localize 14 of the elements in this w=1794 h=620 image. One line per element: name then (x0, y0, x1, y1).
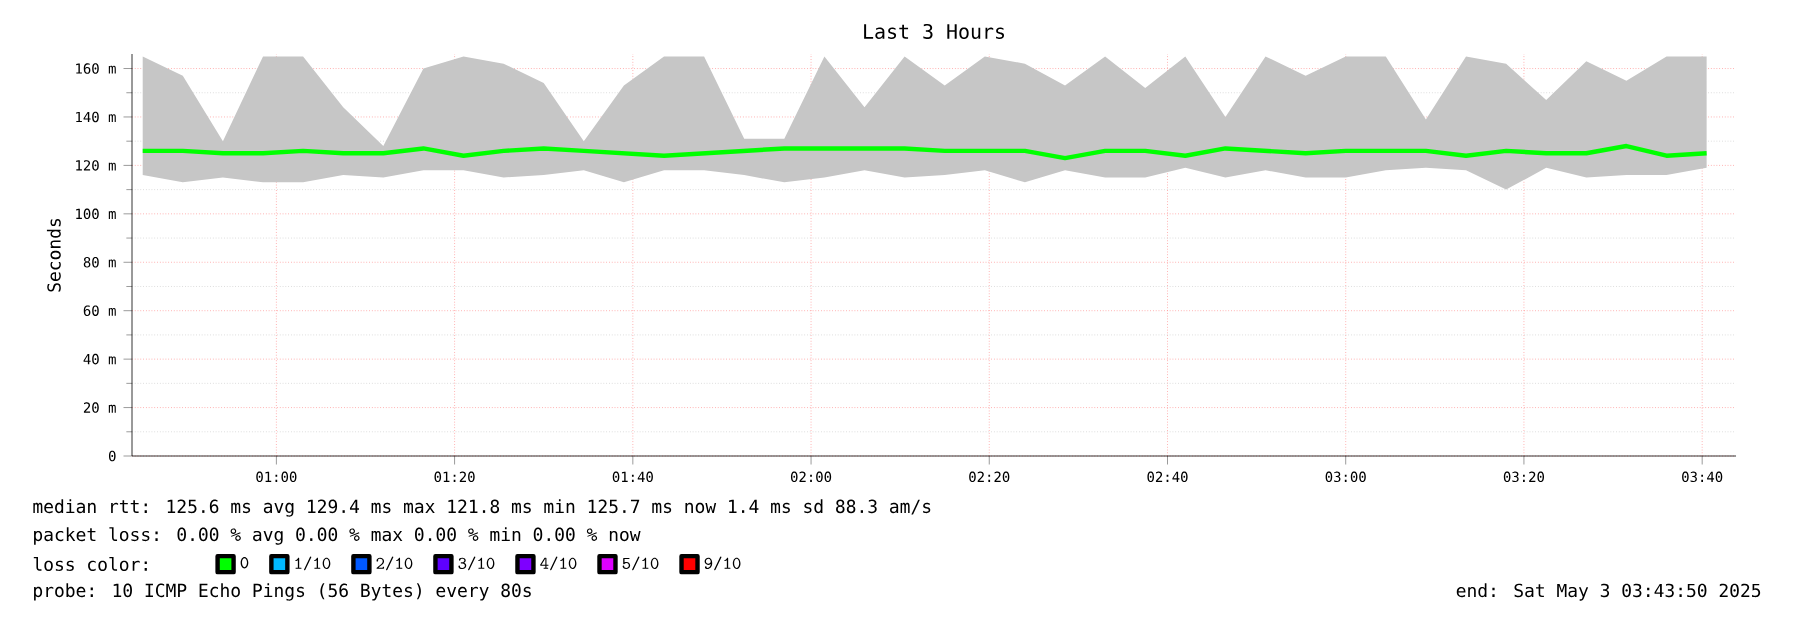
text: probe: 10 ICMP Echo Pings (56 Bytes) every 80s (34, 583, 531, 601)
legend-label: 9/10 (704, 556, 741, 571)
chart-title: Last 3 Hours (864, 23, 1005, 39)
legend-title: loss color: (33, 557, 147, 571)
legend-label: 5/10 (622, 556, 659, 571)
legend-label: 4/10 (540, 556, 577, 571)
text: median rtt: 125.6 ms avg 129.4 ms max 121.8 ms min 125.7 ms now 1.4 ms sd 88.3 am/s (33, 499, 931, 517)
text: end: Sat May 3 03:43:50 2025 (1456, 583, 1761, 601)
text: packet loss: 0.00 % avg 0.00 % max 0.00 % min 0.00 % now (34, 527, 641, 545)
legend-label: 1/10 (295, 556, 331, 571)
legend-label: 3/10 (458, 556, 495, 571)
y-axis-title: Seconds (46, 218, 61, 292)
legend-label: 0 (240, 557, 249, 569)
legend-label: 2/10 (376, 556, 413, 571)
